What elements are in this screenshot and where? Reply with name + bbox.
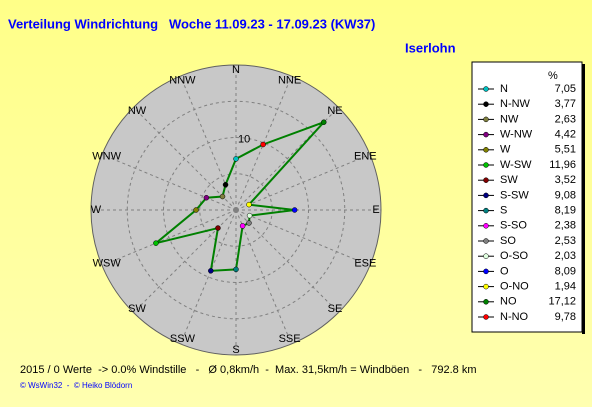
point: [215, 225, 221, 231]
legend-swatch: [483, 238, 489, 244]
legend-label: W: [500, 144, 511, 156]
legend-value: 5,51: [555, 144, 576, 156]
point: [153, 240, 159, 246]
legend-value: 8,19: [555, 205, 576, 217]
point: [233, 266, 239, 273]
spoke: [235, 209, 371, 266]
legend-label: SW: [500, 174, 518, 186]
legend-label: N-NW: [500, 98, 531, 110]
direction-label: NNE: [278, 75, 301, 87]
legend-label: S-SO: [500, 220, 527, 232]
direction-label: N: [232, 64, 240, 76]
legend-value: 2,03: [555, 250, 576, 262]
chart-title: Verteilung Windrichtung Woche 11.09.23 -…: [8, 16, 375, 31]
legend-header: %: [548, 70, 558, 82]
legend-label: S-SW: [500, 189, 529, 201]
point: [321, 119, 327, 125]
direction-label: SSE: [279, 333, 301, 345]
legend-value: 2,53: [555, 235, 576, 247]
legend-value: 11,96: [549, 159, 576, 171]
legend-swatch: [483, 162, 489, 168]
legend-swatch: [483, 101, 489, 107]
point: [260, 141, 266, 148]
legend-shadow: [582, 64, 585, 334]
legend-swatch: [483, 147, 489, 153]
legend-label: S: [500, 205, 507, 217]
legend-value: 3,77: [555, 98, 576, 110]
legend-swatch: [483, 283, 489, 290]
direction-label: W: [91, 204, 102, 216]
direction-label: WNW: [92, 150, 121, 162]
credits: © WsWin32 - © Heiko Blödorn: [20, 381, 132, 390]
legend-value: 2,63: [555, 113, 576, 125]
spoke: [101, 154, 237, 211]
legend-label: O-SO: [500, 250, 529, 262]
direction-label: E: [372, 204, 379, 216]
location: Iserlohn: [405, 40, 456, 55]
legend-swatch: [483, 299, 489, 305]
direction-label: SE: [328, 303, 343, 315]
legend-value: 7,05: [555, 83, 576, 95]
legend-value: 17,12: [548, 296, 576, 308]
legend-swatch: [483, 131, 489, 138]
direction-label: SSW: [170, 333, 196, 345]
legend-value: 3,52: [555, 174, 576, 186]
legend-label: NW: [500, 113, 519, 125]
point: [193, 207, 199, 213]
grid-ring: [163, 137, 309, 283]
point: [222, 181, 229, 188]
grid-ring: [126, 100, 346, 320]
legend-label: O-NO: [500, 281, 529, 293]
direction-label: NE: [327, 105, 342, 117]
legend-label: N: [500, 83, 508, 95]
legend-value: 1,94: [555, 281, 576, 293]
footer: 2015 / 0 Werte -> 0.0% Windstille - Ø 0,…: [20, 364, 476, 376]
direction-label: ENE: [354, 150, 377, 162]
legend-value: 2,38: [555, 220, 576, 232]
legend-label: SO: [500, 235, 516, 247]
spoke: [180, 209, 237, 345]
legend-swatch: [483, 177, 489, 183]
legend-label: W-SW: [500, 159, 532, 171]
legend-swatch: [483, 86, 489, 92]
direction-label: ESE: [354, 257, 376, 269]
point: [239, 223, 246, 229]
legend-label: O: [500, 265, 509, 277]
legend-swatch: [483, 253, 489, 259]
point: [203, 194, 210, 201]
legend-label: NO: [500, 296, 517, 308]
legend-swatch: [483, 314, 489, 320]
direction-label: SW: [128, 303, 146, 315]
point: [291, 207, 298, 213]
direction-label: NNW: [169, 75, 196, 87]
legend-swatch: [483, 268, 489, 275]
legend-swatch: [483, 223, 489, 229]
ring-label: 10: [238, 133, 250, 145]
legend-swatch: [483, 116, 489, 123]
point: [219, 193, 226, 200]
direction-label: NW: [128, 105, 147, 117]
point: [246, 220, 252, 226]
direction-label: WSW: [93, 257, 122, 269]
point: [246, 212, 253, 219]
legend-swatch: [483, 192, 489, 199]
legend-value: 9,08: [555, 189, 576, 201]
legend-value: 8,09: [555, 265, 576, 277]
legend-label: N-NO: [500, 311, 529, 323]
legend-label: W-NW: [500, 129, 533, 141]
point: [246, 201, 252, 208]
direction-label: S: [232, 344, 239, 356]
legend-value: 4,42: [555, 129, 576, 141]
point: [233, 156, 239, 162]
grid-ring: [199, 173, 273, 247]
legend-value: 9,78: [555, 311, 576, 323]
legend-swatch: [483, 207, 489, 214]
point: [208, 268, 214, 274]
